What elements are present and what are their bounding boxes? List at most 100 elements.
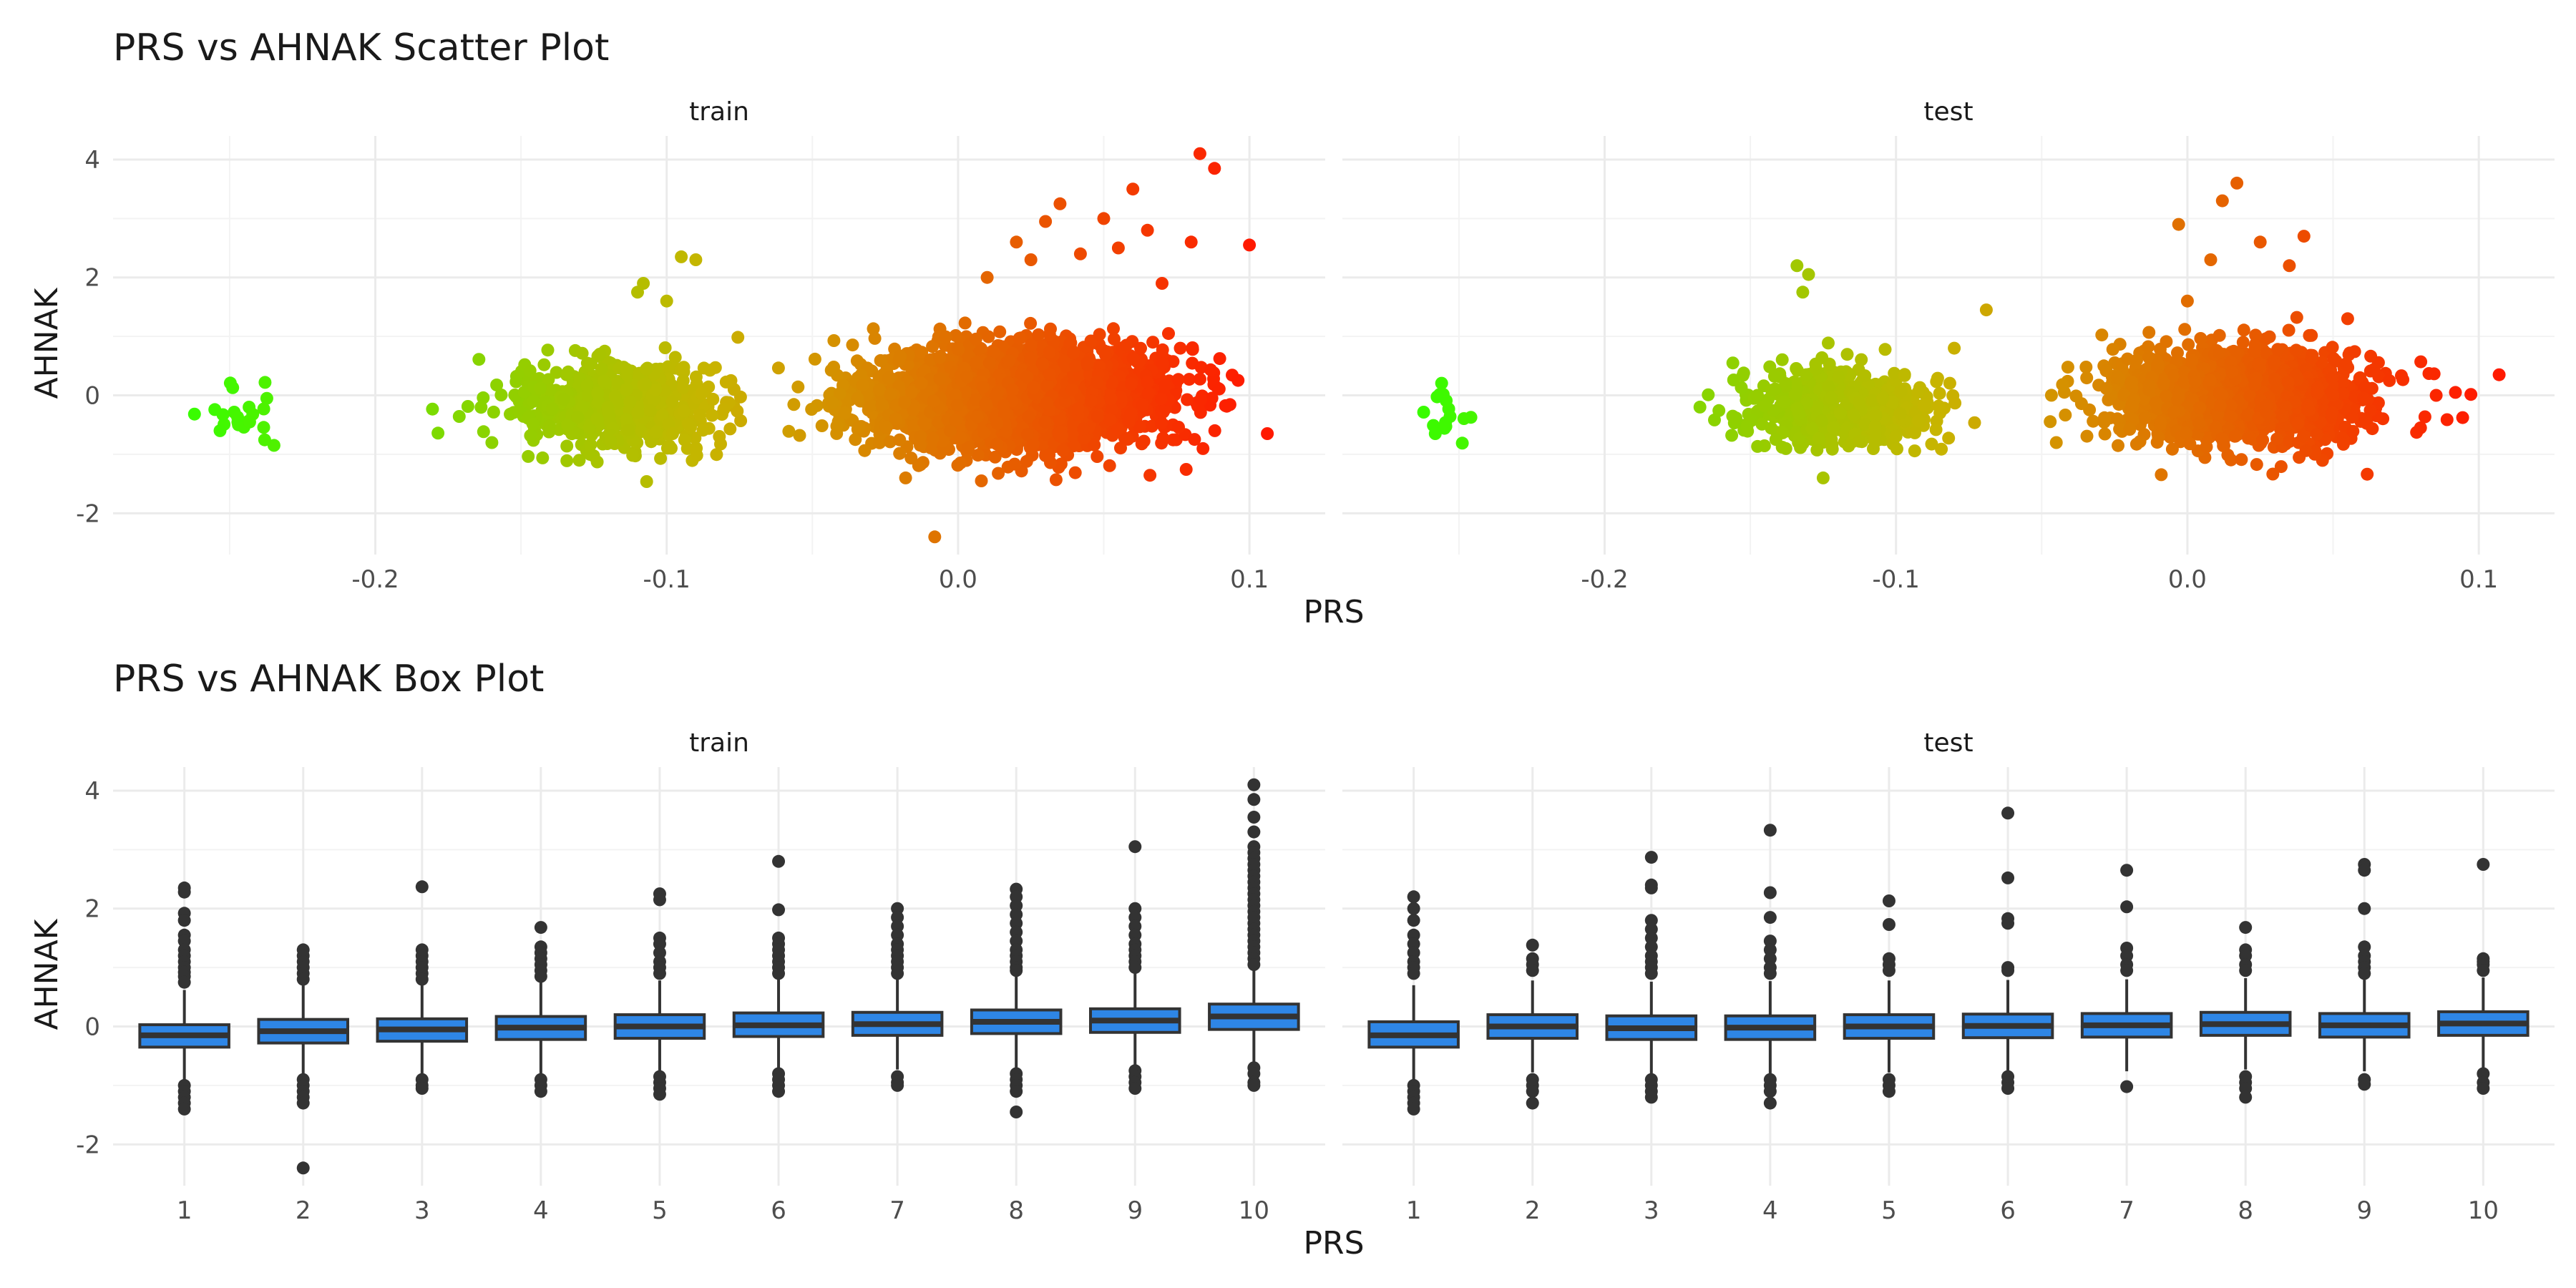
scatter-point bbox=[1043, 346, 1056, 359]
scatter-point bbox=[1827, 421, 1840, 434]
scatter-point bbox=[560, 439, 574, 453]
scatter-point bbox=[1833, 406, 1847, 420]
scatter-point bbox=[561, 419, 575, 432]
scatter-point bbox=[593, 348, 607, 361]
scatter-point bbox=[1196, 441, 1210, 455]
scatter-point bbox=[1024, 351, 1038, 365]
scatter-point bbox=[257, 421, 270, 434]
scatter-point bbox=[621, 424, 635, 437]
scatter-point bbox=[1933, 386, 1946, 400]
scatter-point bbox=[623, 395, 637, 409]
scatter-point bbox=[1006, 384, 1019, 397]
scatter-point bbox=[595, 362, 608, 376]
scatter-point bbox=[584, 438, 597, 452]
scatter-point bbox=[426, 402, 439, 416]
scatter-point bbox=[977, 426, 991, 439]
scatter-point bbox=[1043, 328, 1056, 341]
scatter-point bbox=[562, 365, 575, 379]
scatter-point bbox=[980, 399, 993, 412]
scatter-point bbox=[682, 417, 695, 431]
scatter-point bbox=[1751, 389, 1765, 402]
scatter-point bbox=[257, 402, 270, 416]
scatter-point bbox=[542, 373, 555, 386]
scatter-point bbox=[1810, 443, 1824, 457]
scatter-point bbox=[597, 374, 610, 388]
scatter-point bbox=[1126, 182, 1140, 196]
scatter-point bbox=[260, 391, 273, 405]
scatter-point bbox=[1093, 328, 1106, 341]
scatter-point bbox=[1032, 328, 1045, 341]
scatter-point bbox=[1077, 422, 1091, 436]
scatter-point bbox=[677, 361, 691, 374]
scatter-point bbox=[1154, 416, 1168, 430]
scatter-point bbox=[1107, 322, 1120, 336]
scatter-point bbox=[2237, 323, 2250, 337]
scatter-point bbox=[2178, 323, 2192, 336]
scatter-point bbox=[787, 398, 801, 411]
scatter-point bbox=[1036, 357, 1050, 371]
scatter-point bbox=[517, 385, 531, 399]
scatter-point bbox=[949, 329, 962, 342]
scatter-point bbox=[893, 433, 907, 447]
scatter-point bbox=[1027, 437, 1040, 451]
scatter-point bbox=[2087, 414, 2100, 428]
scatter-point bbox=[708, 361, 722, 374]
scatter-point bbox=[1038, 415, 1052, 429]
scatter-point bbox=[631, 406, 645, 419]
scatter-point bbox=[640, 363, 653, 376]
scatter-point bbox=[639, 377, 652, 391]
scatter-point bbox=[2080, 429, 2094, 443]
scatter-point bbox=[580, 379, 594, 392]
scatter-point bbox=[1080, 356, 1094, 370]
scatter-point bbox=[1120, 338, 1133, 352]
scatter-point bbox=[695, 386, 708, 400]
scatter-point bbox=[990, 437, 1004, 451]
scatter-point bbox=[1172, 421, 1185, 434]
scatter-point bbox=[988, 450, 1002, 464]
scatter-point bbox=[2069, 389, 2083, 403]
scatter-point bbox=[1908, 444, 1921, 458]
scatter-point bbox=[1712, 404, 1726, 417]
scatter-point bbox=[824, 364, 838, 377]
scatter-point bbox=[1231, 374, 1245, 387]
scatter-point bbox=[1729, 411, 1743, 425]
scatter-point bbox=[962, 441, 975, 454]
scatter-point bbox=[1822, 336, 1835, 350]
scatter-point bbox=[1043, 449, 1056, 462]
scatter-point bbox=[461, 400, 474, 413]
scatter-point bbox=[1194, 406, 1207, 419]
scatter-point bbox=[2361, 467, 2374, 481]
scatter-point bbox=[1876, 391, 1890, 405]
scatter-point bbox=[1085, 394, 1098, 408]
scatter-point bbox=[1740, 420, 1754, 434]
scatter-point bbox=[1054, 428, 1068, 441]
scatter-point bbox=[926, 431, 940, 445]
scatter-point bbox=[793, 429, 806, 442]
scatter-point bbox=[808, 352, 821, 366]
scatter-x-tick-label: 0.1 bbox=[1230, 565, 1269, 594]
scatter-point bbox=[990, 389, 1003, 402]
scatter-point bbox=[1067, 346, 1080, 359]
scatter-point bbox=[2250, 458, 2263, 472]
scatter-point bbox=[914, 430, 927, 444]
scatter-point bbox=[1790, 401, 1804, 415]
scatter-point bbox=[933, 351, 947, 364]
scatter-point bbox=[1162, 327, 1175, 341]
scatter-points bbox=[187, 147, 1274, 544]
scatter-point bbox=[782, 424, 796, 438]
scatter-point bbox=[1008, 457, 1021, 471]
scatter-point bbox=[490, 379, 504, 391]
scatter-point bbox=[1114, 441, 1127, 455]
scatter-point bbox=[1932, 399, 1946, 413]
scatter-point bbox=[874, 353, 887, 367]
scatter-point bbox=[2044, 415, 2057, 429]
scatter-point bbox=[267, 439, 280, 452]
scatter-point bbox=[649, 383, 663, 396]
scatter-title: PRS vs AHNAK Scatter Plot bbox=[113, 26, 609, 69]
scatter-point bbox=[1767, 369, 1781, 383]
scatter-point bbox=[1141, 376, 1154, 389]
scatter-point bbox=[1049, 473, 1063, 487]
scatter-point bbox=[951, 459, 965, 472]
scatter-point bbox=[1068, 466, 1082, 479]
scatter-point bbox=[976, 381, 990, 394]
